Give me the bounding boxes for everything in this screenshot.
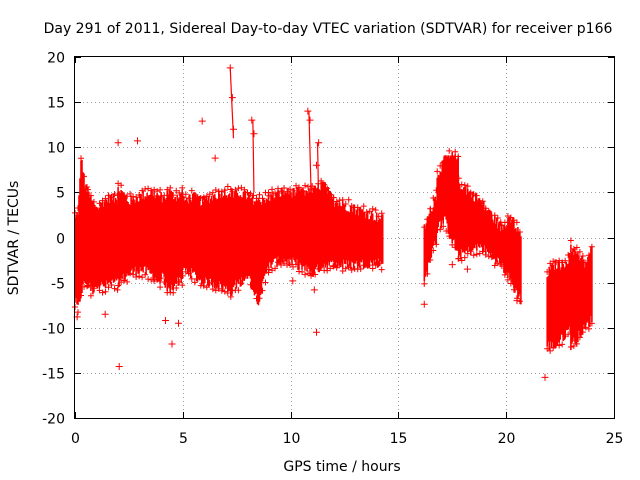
outlier-point <box>134 137 142 145</box>
y-tick-label: -15 <box>42 367 65 383</box>
data-edge-markers <box>421 187 440 287</box>
data-band <box>95 193 119 289</box>
data-band <box>423 196 438 282</box>
data-band <box>501 216 522 305</box>
spike-line <box>316 142 320 202</box>
y-tick-label: -20 <box>42 412 65 428</box>
outlier-point <box>289 277 297 285</box>
outlier-point <box>312 161 320 169</box>
outlier-point <box>168 340 176 348</box>
y-tick-label: 5 <box>56 186 65 202</box>
data-segment <box>158 184 186 296</box>
x-tick-label: 0 <box>71 431 80 447</box>
tick-labels: 0 5 10 15 20 25 -20 -15 -10 -5 0 5 10 15 20 <box>42 51 623 448</box>
data-edge-markers <box>498 212 523 305</box>
y-tick-label: -5 <box>51 277 65 293</box>
outlier-point <box>248 116 256 124</box>
y-axis-label: SDTVAR / TECUs <box>6 181 22 296</box>
outlier-point <box>198 117 206 125</box>
data-band <box>332 200 384 270</box>
data-band <box>268 187 313 276</box>
data-band <box>436 151 459 251</box>
data-segment <box>179 183 234 300</box>
data-segment <box>421 187 440 287</box>
x-tick-label: 5 <box>179 431 188 447</box>
data-segment <box>229 184 251 294</box>
outlier-point <box>304 107 312 115</box>
data-segment <box>498 212 523 305</box>
outlier-point <box>541 373 549 381</box>
y-tick-label: 10 <box>47 141 65 157</box>
data-band <box>246 192 270 306</box>
data-segment <box>266 182 315 279</box>
data-band <box>182 188 233 296</box>
data-edge-markers <box>455 175 504 269</box>
outlier-point <box>306 116 314 124</box>
data-band <box>311 181 334 277</box>
outlier-point <box>228 94 236 102</box>
data-band <box>458 182 503 265</box>
data-segment <box>544 252 572 354</box>
outlier-point <box>162 317 170 325</box>
data-edge-markers <box>567 237 595 350</box>
outlier-point <box>420 300 428 308</box>
y-tick-label: 15 <box>47 96 65 112</box>
data-edge-markers <box>84 186 97 299</box>
data-band <box>570 244 593 351</box>
data-edge-markers <box>244 189 272 302</box>
outlier-point <box>174 319 182 327</box>
data-edge-markers <box>544 252 572 354</box>
outlier-point <box>114 139 122 147</box>
data-segment <box>455 175 504 269</box>
data-segment <box>330 194 385 275</box>
outlier-point <box>101 310 109 318</box>
data-segment <box>567 237 595 351</box>
plot-frame <box>74 56 615 419</box>
spike-line <box>252 120 255 193</box>
y-tick-label: -10 <box>42 322 65 338</box>
data-band <box>160 189 183 293</box>
outlier-point <box>513 297 521 305</box>
outlier-point <box>312 328 320 336</box>
outlier-point <box>310 286 318 294</box>
data-points <box>72 64 595 381</box>
y-tick-label: 20 <box>47 51 65 67</box>
x-tick-label: 10 <box>283 431 301 447</box>
outlier-point <box>211 154 219 162</box>
outlier-point <box>463 265 471 273</box>
data-edge-markers <box>330 194 385 275</box>
outlier-point <box>448 261 456 269</box>
chart-title: Day 291 of 2011, Sidereal Day-to-day VTE… <box>44 21 613 37</box>
data-segment <box>309 177 337 278</box>
data-edge-markers <box>266 182 315 279</box>
outlier-point <box>315 139 323 147</box>
outlier-point <box>250 130 258 138</box>
data-band <box>231 189 249 289</box>
data-band <box>546 253 571 351</box>
spike-line <box>308 111 312 193</box>
x-tick-label: 20 <box>498 431 516 447</box>
x-tick-label: 25 <box>606 431 624 447</box>
spike-line <box>229 67 235 139</box>
data-edge-markers <box>115 180 164 291</box>
x-axis-label: GPS time / hours <box>283 459 400 475</box>
x-tick-label: 15 <box>390 431 408 447</box>
data-band <box>117 186 162 288</box>
data-edge-markers <box>179 183 234 300</box>
data-segment <box>434 147 462 262</box>
data-edge-markers <box>434 147 462 262</box>
data-segment <box>115 180 164 291</box>
data-edge-markers <box>158 184 186 296</box>
outlier-point <box>115 363 123 371</box>
y-tick-label: 0 <box>56 232 65 248</box>
data-segment <box>244 189 272 306</box>
